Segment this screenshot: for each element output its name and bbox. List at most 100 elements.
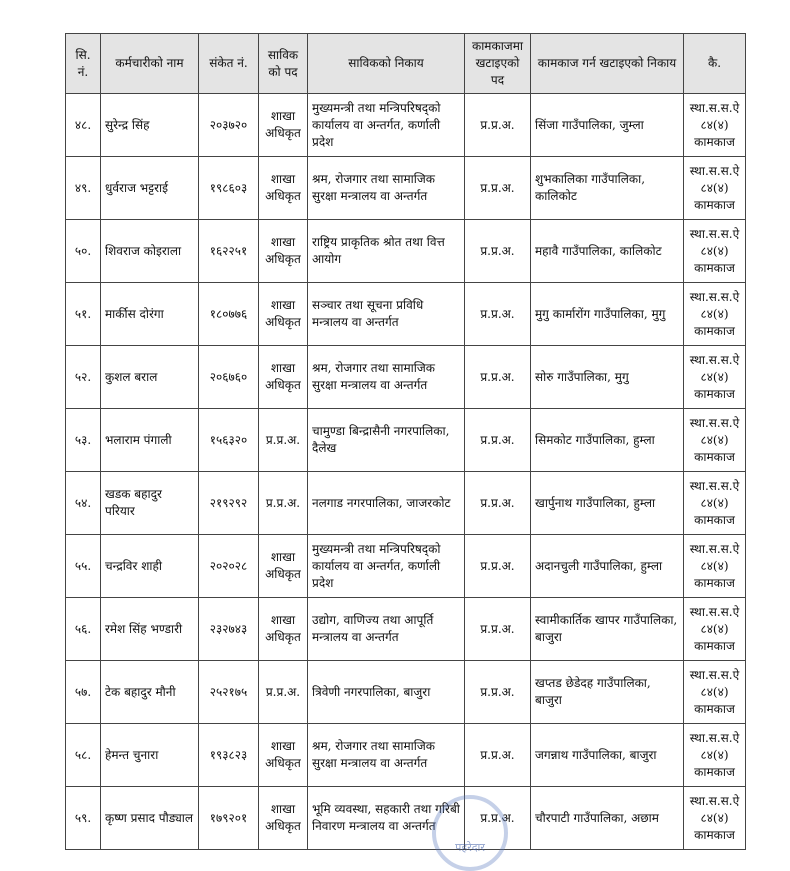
table-cell: सिंजा गाउँपालिका, जुम्ला: [530, 93, 684, 157]
table-row: ५६. रमेश सिंह भण्डारी २३२७४३ शाखा अधिकृत उद्…: [65, 597, 746, 661]
table-cell: स्था.स.स.ऐ ८४(४) कामकाज: [683, 156, 746, 220]
table-cell: खडक बहादुर परियार: [100, 471, 199, 535]
table-cell: २०२०२८: [198, 534, 259, 598]
table-cell: प्र.प्र.अ.: [464, 345, 531, 409]
table-cell: चामुण्डा बिन्द्रासैनी नगरपालिका, दैलेख: [307, 408, 465, 472]
header-cell: साविकको निकाय: [307, 33, 465, 94]
table-cell: प्र.प्र.अ.: [464, 156, 531, 220]
table-cell: राष्ट्रिय प्राकृतिक श्रोत तथा वित्त आयोग: [307, 219, 465, 283]
table-row: ५४. खडक बहादुर परियार २१९२९२ प्र.प्र.अ. नलगा…: [65, 471, 746, 535]
table-cell: शाखा अधिकृत: [258, 156, 308, 220]
table-cell: शाखा अधिकृत: [258, 93, 308, 157]
table-row: ५७. टेक बहादुर मौनी २५२१७५ प्र.प्र.अ. त्रिवे…: [65, 660, 746, 724]
table-cell: सिमकोट गाउँपालिका, हुम्ला: [530, 408, 684, 472]
table-cell: भलाराम पंगाली: [100, 408, 199, 472]
watermark-text: पहरेदार: [455, 841, 485, 854]
table-cell: स्था.स.स.ऐ ८४(४) कामकाज: [683, 786, 746, 850]
table-cell: १५६३२०: [198, 408, 259, 472]
table-cell: स्था.स.स.ऐ ८४(४) कामकाज: [683, 660, 746, 724]
table-cell: शाखा अधिकृत: [258, 597, 308, 661]
table-cell: प्र.प्र.अ.: [464, 219, 531, 283]
table-cell: शाखा अधिकृत: [258, 534, 308, 598]
table-cell: शिवराज कोइराला: [100, 219, 199, 283]
table-cell: सञ्चार तथा सूचना प्रविधि मन्त्रालय वा अन…: [307, 282, 465, 346]
table-cell: २१९२९२: [198, 471, 259, 535]
table-cell: स्वामीकार्तिक खापर गाउँपालिका, बाजुरा: [530, 597, 684, 661]
table-row: ५९. कृष्ण प्रसाद पौड्याल १७९२०१ शाखा अधिकृत…: [65, 786, 746, 850]
table-row: ४९. धुर्वराज भट्टराई १९८६०३ शाखा अधिकृत श्रम…: [65, 156, 746, 220]
table-cell: टेक बहादुर मौनी: [100, 660, 199, 724]
table-cell: शाखा अधिकृत: [258, 723, 308, 787]
table-cell: शाखा अधिकृत: [258, 345, 308, 409]
table-cell: प्र.प्र.अ.: [464, 471, 531, 535]
table-cell: स्था.स.स.ऐ ८४(४) कामकाज: [683, 723, 746, 787]
table-cell: खप्तड छेडेदह गाउँपालिका, बाजुरा: [530, 660, 684, 724]
table-cell: ५४.: [65, 471, 101, 535]
table-cell: प्र.प्र.अ.: [464, 93, 531, 157]
table-cell: नलगाड नगरपालिका, जाजरकोट: [307, 471, 465, 535]
table-cell: प्र.प्र.अ.: [258, 408, 308, 472]
header-cell: कर्मचारीको नाम: [100, 33, 199, 94]
table-cell: स्था.स.स.ऐ ८४(४) कामकाज: [683, 471, 746, 535]
table-cell: रमेश सिंह भण्डारी: [100, 597, 199, 661]
table-cell: जगन्नाथ गाउँपालिका, बाजुरा: [530, 723, 684, 787]
table-cell: धुर्वराज भट्टराई: [100, 156, 199, 220]
table-row: ५५. चन्द्रविर शाही २०२०२८ शाखा अधिकृत मुख्यम…: [65, 534, 746, 598]
table-cell: मुगु कार्मारोंग गाउँपालिका, मुगु: [530, 282, 684, 346]
table-cell: त्रिवेणी नगरपालिका, बाजुरा: [307, 660, 465, 724]
header-cell: कै.: [683, 33, 746, 94]
table-cell: मार्कीस दोरंगा: [100, 282, 199, 346]
table-cell: श्रम, रोजगार तथा सामाजिक सुरक्षा मन्त्रा…: [307, 156, 465, 220]
table-cell: २३२७४३: [198, 597, 259, 661]
table-cell: स्था.स.स.ऐ ८४(४) कामकाज: [683, 408, 746, 472]
table-row: ५०. शिवराज कोइराला १६२२५१ शाखा अधिकृत राष्ट्…: [65, 219, 746, 283]
table-cell: अदानचुली गाउँपालिका, हुम्ला: [530, 534, 684, 598]
table-cell: ५६.: [65, 597, 101, 661]
table-cell: ४८.: [65, 93, 101, 157]
table-cell: ४९.: [65, 156, 101, 220]
table-cell: चौरपाटी गाउँपालिका, अछाम: [530, 786, 684, 850]
table-cell: मुख्यमन्त्री तथा मन्त्रिपरिषद्को कार्याल…: [307, 534, 465, 598]
table-row: ५१. मार्कीस दोरंगा १८०७७६ शाखा अधिकृत सञ्चार…: [65, 282, 746, 346]
table-cell: २०६७६०: [198, 345, 259, 409]
table-cell: श्रम, रोजगार तथा सामाजिक सुरक्षा मन्त्रा…: [307, 723, 465, 787]
table-cell: शाखा अधिकृत: [258, 786, 308, 850]
table-cell: प्र.प्र.अ.: [464, 597, 531, 661]
header-cell: कामकाजमा खटाइएको पद: [464, 33, 531, 94]
table-cell: स्था.स.स.ऐ ८४(४) कामकाज: [683, 534, 746, 598]
table-cell: स्था.स.स.ऐ ८४(४) कामकाज: [683, 219, 746, 283]
table-cell: ५९.: [65, 786, 101, 850]
header-row: सि. नं. कर्मचारीको नाम संकेत नं. साविकको पद…: [65, 33, 746, 94]
table-cell: शुभकालिका गाउँपालिका, कालिकोट: [530, 156, 684, 220]
header-cell: संकेत नं.: [198, 33, 259, 94]
table-cell: महावै गाउँपालिका, कालिकोट: [530, 219, 684, 283]
table-cell: ५०.: [65, 219, 101, 283]
table-cell: खार्पुनाथ गाउँपालिका, हुम्ला: [530, 471, 684, 535]
table-body: ४८. सुरेन्द्र सिंह २०३७२० शाखा अधिकृत मुख्यम…: [65, 93, 746, 850]
table-cell: ५५.: [65, 534, 101, 598]
table-cell: ५७.: [65, 660, 101, 724]
table-cell: ५१.: [65, 282, 101, 346]
table-cell: उद्योग, वाणिज्य तथा आपूर्ति मन्त्रालय वा…: [307, 597, 465, 661]
table-cell: स्था.स.स.ऐ ८४(४) कामकाज: [683, 93, 746, 157]
table-cell: प्र.प्र.अ.: [464, 723, 531, 787]
table-cell: प्र.प्र.अ.: [258, 660, 308, 724]
table-cell: १७९२०१: [198, 786, 259, 850]
table-row: ४८. सुरेन्द्र सिंह २०३७२० शाखा अधिकृत मुख्यम…: [65, 93, 746, 157]
table-cell: स्था.स.स.ऐ ८४(४) कामकाज: [683, 282, 746, 346]
table-cell: शाखा अधिकृत: [258, 282, 308, 346]
table-cell: कृष्ण प्रसाद पौड्याल: [100, 786, 199, 850]
table-cell: श्रम, रोजगार तथा सामाजिक सुरक्षा मन्त्रा…: [307, 345, 465, 409]
table-cell: कुशल बराल: [100, 345, 199, 409]
header-cell: सि. नं.: [65, 33, 101, 94]
watermark: पहरेदार: [432, 795, 508, 871]
transfer-table: सि. नं. कर्मचारीको नाम संकेत नं. साविकको पद…: [65, 33, 746, 850]
table-cell: १९३८२३: [198, 723, 259, 787]
table-cell: प्र.प्र.अ.: [258, 471, 308, 535]
table-cell: २०३७२०: [198, 93, 259, 157]
header-cell: साविकको पद: [258, 33, 308, 94]
table-cell: हेमन्त चुनारा: [100, 723, 199, 787]
table-cell: १९८६०३: [198, 156, 259, 220]
table-cell: सुरेन्द्र सिंह: [100, 93, 199, 157]
